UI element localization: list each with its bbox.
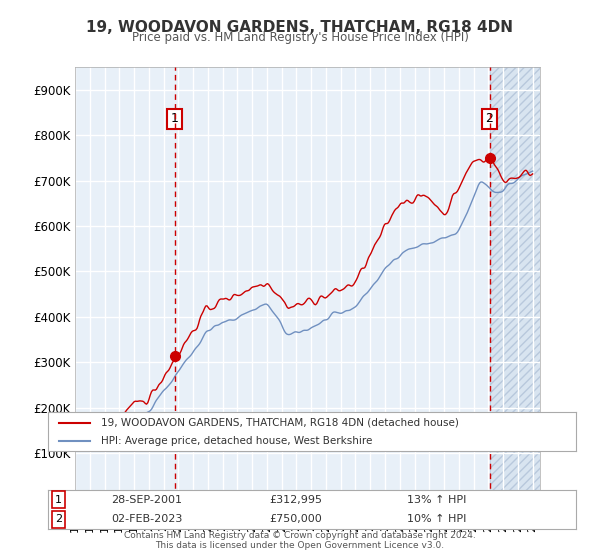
Text: 1: 1 [55, 495, 62, 505]
Text: Contains HM Land Registry data © Crown copyright and database right 2024.
This d: Contains HM Land Registry data © Crown c… [124, 530, 476, 550]
Text: 28-SEP-2001: 28-SEP-2001 [112, 495, 182, 505]
Text: £750,000: £750,000 [270, 515, 323, 524]
Text: 1: 1 [171, 113, 179, 125]
Bar [490, 67, 540, 498]
Text: £312,995: £312,995 [270, 495, 323, 505]
Bar [490, 67, 540, 498]
Text: 19, WOODAVON GARDENS, THATCHAM, RG18 4DN (detached house): 19, WOODAVON GARDENS, THATCHAM, RG18 4DN… [101, 418, 458, 428]
Text: 2: 2 [485, 113, 493, 125]
Text: 02-FEB-2023: 02-FEB-2023 [112, 515, 183, 524]
Text: 2: 2 [55, 515, 62, 524]
Text: 10% ↑ HPI: 10% ↑ HPI [407, 515, 466, 524]
Text: 13% ↑ HPI: 13% ↑ HPI [407, 495, 466, 505]
Text: Price paid vs. HM Land Registry's House Price Index (HPI): Price paid vs. HM Land Registry's House … [131, 31, 469, 44]
Text: HPI: Average price, detached house, West Berkshire: HPI: Average price, detached house, West… [101, 436, 372, 446]
Text: 19, WOODAVON GARDENS, THATCHAM, RG18 4DN: 19, WOODAVON GARDENS, THATCHAM, RG18 4DN [86, 20, 514, 35]
